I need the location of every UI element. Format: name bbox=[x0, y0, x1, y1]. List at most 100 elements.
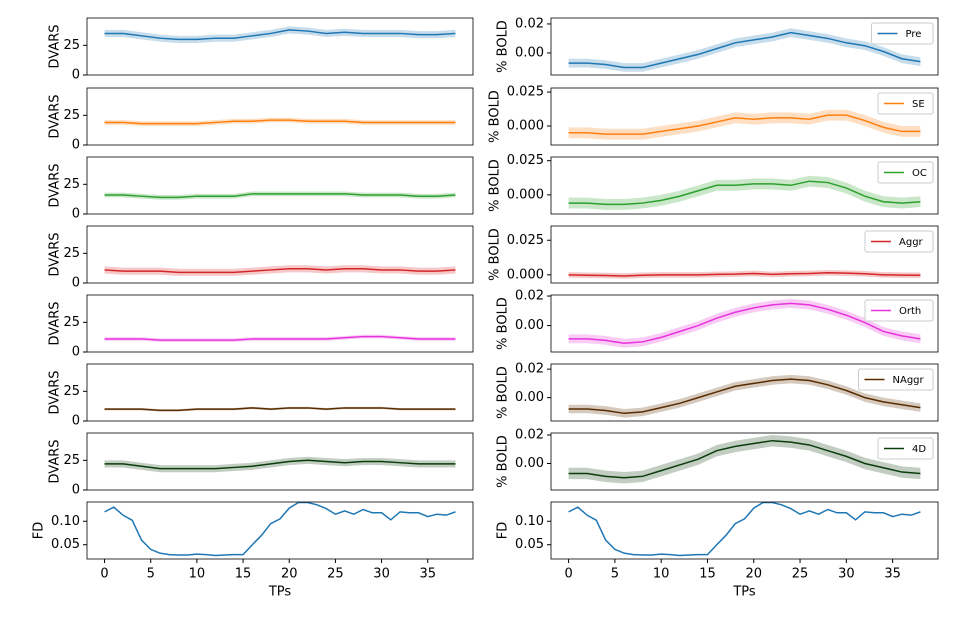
y-tick-label: 25 bbox=[63, 384, 80, 399]
y-tick-label: 0.025 bbox=[507, 153, 544, 168]
y-tick-label: 0.00 bbox=[515, 456, 544, 471]
legend-box bbox=[858, 368, 934, 391]
error-band bbox=[104, 191, 456, 200]
y-axis-label: % BOLD bbox=[496, 366, 511, 419]
line bbox=[104, 501, 456, 557]
line bbox=[568, 31, 921, 69]
y-axis-label: DVARS bbox=[48, 232, 63, 276]
legend-box bbox=[877, 161, 934, 184]
y-tick-label: 0.02 bbox=[515, 289, 544, 304]
line bbox=[568, 501, 921, 557]
y-tick-label: 0 bbox=[72, 276, 80, 291]
x-tick-label: 30 bbox=[838, 567, 855, 582]
plot-frame bbox=[550, 87, 939, 146]
x-tick-label: 25 bbox=[792, 567, 809, 582]
legend-label: 4D bbox=[912, 444, 926, 455]
x-tick-label: 20 bbox=[745, 567, 762, 582]
x-tick-label: 15 bbox=[699, 567, 716, 582]
line bbox=[568, 114, 921, 135]
x-tick-label: 30 bbox=[373, 567, 390, 582]
plot-frame bbox=[550, 501, 939, 560]
y-tick-label: 0.05 bbox=[515, 537, 544, 552]
plot-frame bbox=[86, 363, 474, 422]
y-tick-label: 0.00 bbox=[515, 318, 544, 333]
x-tick-label: 0 bbox=[100, 567, 108, 582]
legend-label: Pre bbox=[906, 29, 922, 40]
y-tick-label: 25 bbox=[63, 315, 80, 330]
x-axis-label: TPs bbox=[732, 585, 756, 600]
line bbox=[104, 335, 456, 341]
legend-box bbox=[877, 437, 934, 460]
y-axis-label: DVARS bbox=[48, 370, 63, 414]
y-tick-label: 0 bbox=[72, 345, 80, 360]
line bbox=[568, 439, 921, 479]
y-tick-label: 0.02 bbox=[515, 362, 544, 377]
error-band bbox=[104, 456, 456, 473]
line bbox=[104, 193, 456, 199]
plot-frame bbox=[86, 225, 474, 284]
y-tick-label: 0.000 bbox=[507, 119, 544, 134]
y-axis-label: DVARS bbox=[48, 24, 63, 68]
x-tick-label: 5 bbox=[147, 567, 155, 582]
y-tick-label: 25 bbox=[63, 177, 80, 192]
line bbox=[104, 119, 456, 125]
legend-label: OC bbox=[912, 168, 927, 179]
x-tick-label: 20 bbox=[281, 567, 298, 582]
y-tick-label: 0 bbox=[72, 68, 80, 83]
y-tick-label: 25 bbox=[63, 453, 80, 468]
y-axis-label: DVARS bbox=[48, 94, 63, 138]
line bbox=[568, 180, 921, 206]
plot-frame bbox=[550, 432, 939, 491]
y-axis-label: % BOLD bbox=[496, 20, 511, 73]
plot-frame bbox=[86, 87, 474, 146]
y-tick-label: 25 bbox=[63, 38, 80, 53]
y-tick-label: 0.02 bbox=[515, 427, 544, 442]
line bbox=[104, 459, 456, 470]
y-axis-label: % BOLD bbox=[488, 228, 503, 281]
error-band bbox=[104, 26, 456, 43]
y-tick-label: 0.000 bbox=[507, 267, 544, 282]
line bbox=[568, 302, 921, 345]
legend-box bbox=[871, 22, 934, 45]
x-tick-label: 15 bbox=[235, 567, 252, 582]
y-tick-label: 25 bbox=[63, 246, 80, 261]
legend-label: Orth bbox=[899, 306, 921, 317]
y-axis-label: DVARS bbox=[48, 163, 63, 207]
legend-label: NAggr bbox=[893, 375, 925, 386]
plot-frame bbox=[86, 294, 474, 353]
line bbox=[104, 29, 456, 41]
y-tick-label: 0 bbox=[72, 207, 80, 222]
plot-frame bbox=[86, 17, 474, 76]
x-tick-label: 35 bbox=[419, 567, 436, 582]
line bbox=[104, 407, 456, 412]
y-tick-label: 0.05 bbox=[51, 537, 80, 552]
x-tick-label: 10 bbox=[189, 567, 206, 582]
y-tick-label: 0.025 bbox=[507, 85, 544, 100]
y-axis-label: FD bbox=[496, 522, 511, 540]
plot-frame bbox=[550, 225, 939, 284]
y-tick-label: 0.02 bbox=[515, 16, 544, 31]
y-tick-label: 0.025 bbox=[507, 233, 544, 248]
y-axis-label: % BOLD bbox=[488, 159, 503, 212]
y-axis-label: % BOLD bbox=[488, 90, 503, 143]
error-band bbox=[568, 434, 921, 484]
plot-frame bbox=[550, 363, 939, 422]
x-tick-label: 10 bbox=[653, 567, 670, 582]
line bbox=[104, 268, 456, 274]
x-tick-label: 0 bbox=[564, 567, 572, 582]
y-tick-label: 0 bbox=[72, 414, 80, 429]
y-tick-label: 0 bbox=[72, 483, 80, 498]
legend-box bbox=[864, 299, 934, 322]
legend-label: SE bbox=[912, 99, 925, 110]
x-axis-label: TPs bbox=[268, 585, 292, 600]
error-band bbox=[568, 28, 921, 72]
error-band bbox=[568, 109, 921, 140]
error-band bbox=[104, 265, 456, 276]
plot-frame bbox=[86, 501, 474, 560]
y-axis-label: DVARS bbox=[48, 439, 63, 483]
y-tick-label: 0 bbox=[72, 138, 80, 153]
plot-frame bbox=[550, 294, 939, 353]
y-tick-label: 0.00 bbox=[515, 45, 544, 60]
plot-frame bbox=[550, 17, 939, 76]
